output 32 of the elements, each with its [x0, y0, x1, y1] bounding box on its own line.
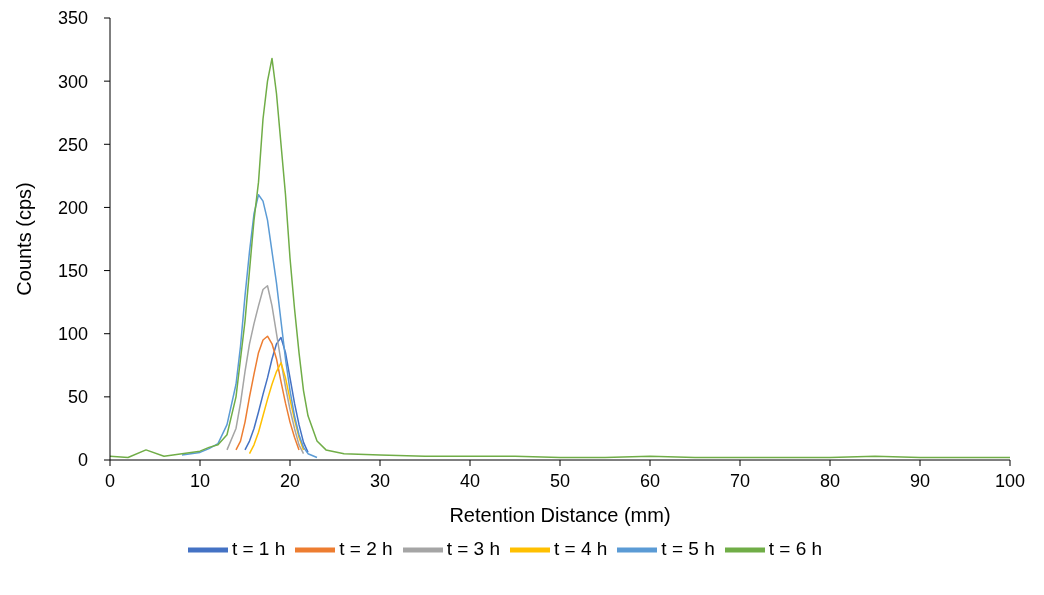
legend-label: t = 6 h	[768, 538, 823, 560]
x-axis-title: Retention Distance (mm)	[449, 504, 671, 526]
line-series	[226, 284, 305, 455]
legend-label: t = 2 h	[339, 538, 393, 560]
y-tick-label: 250	[57, 134, 88, 155]
y-tick-label: 100	[57, 324, 88, 345]
legend-label: t = 4 h	[554, 538, 608, 560]
y-tick-label: 200	[57, 197, 88, 218]
y-tick-label: 0	[77, 450, 88, 471]
legend-label: t = 5 h	[661, 538, 715, 560]
line-series	[248, 362, 305, 455]
x-tick-label: 0	[104, 470, 116, 491]
x-tick-label: 10	[189, 470, 211, 491]
legend-label: t = 1 h	[231, 538, 286, 560]
x-tick-label: 20	[279, 470, 301, 491]
x-tick-label: 60	[639, 470, 661, 491]
line-series	[235, 335, 300, 451]
legend-label: t = 3 h	[446, 538, 500, 560]
y-tick-label: 300	[57, 71, 88, 92]
x-tick-label: 50	[549, 470, 571, 491]
x-tick-label: 80	[819, 470, 841, 491]
y-tick-label: 50	[67, 387, 88, 408]
x-tick-label: 30	[369, 470, 391, 491]
line-series	[244, 336, 309, 454]
y-tick-label: 150	[57, 260, 88, 281]
line-series	[181, 194, 318, 459]
x-tick-label: 70	[729, 470, 751, 491]
y-axis-title: Counts (cps)	[13, 182, 36, 296]
x-tick-label: 40	[459, 470, 481, 491]
y-tick-label: 350	[57, 8, 88, 29]
x-tick-label: 90	[909, 470, 931, 491]
x-tick-label: 100	[994, 470, 1026, 491]
